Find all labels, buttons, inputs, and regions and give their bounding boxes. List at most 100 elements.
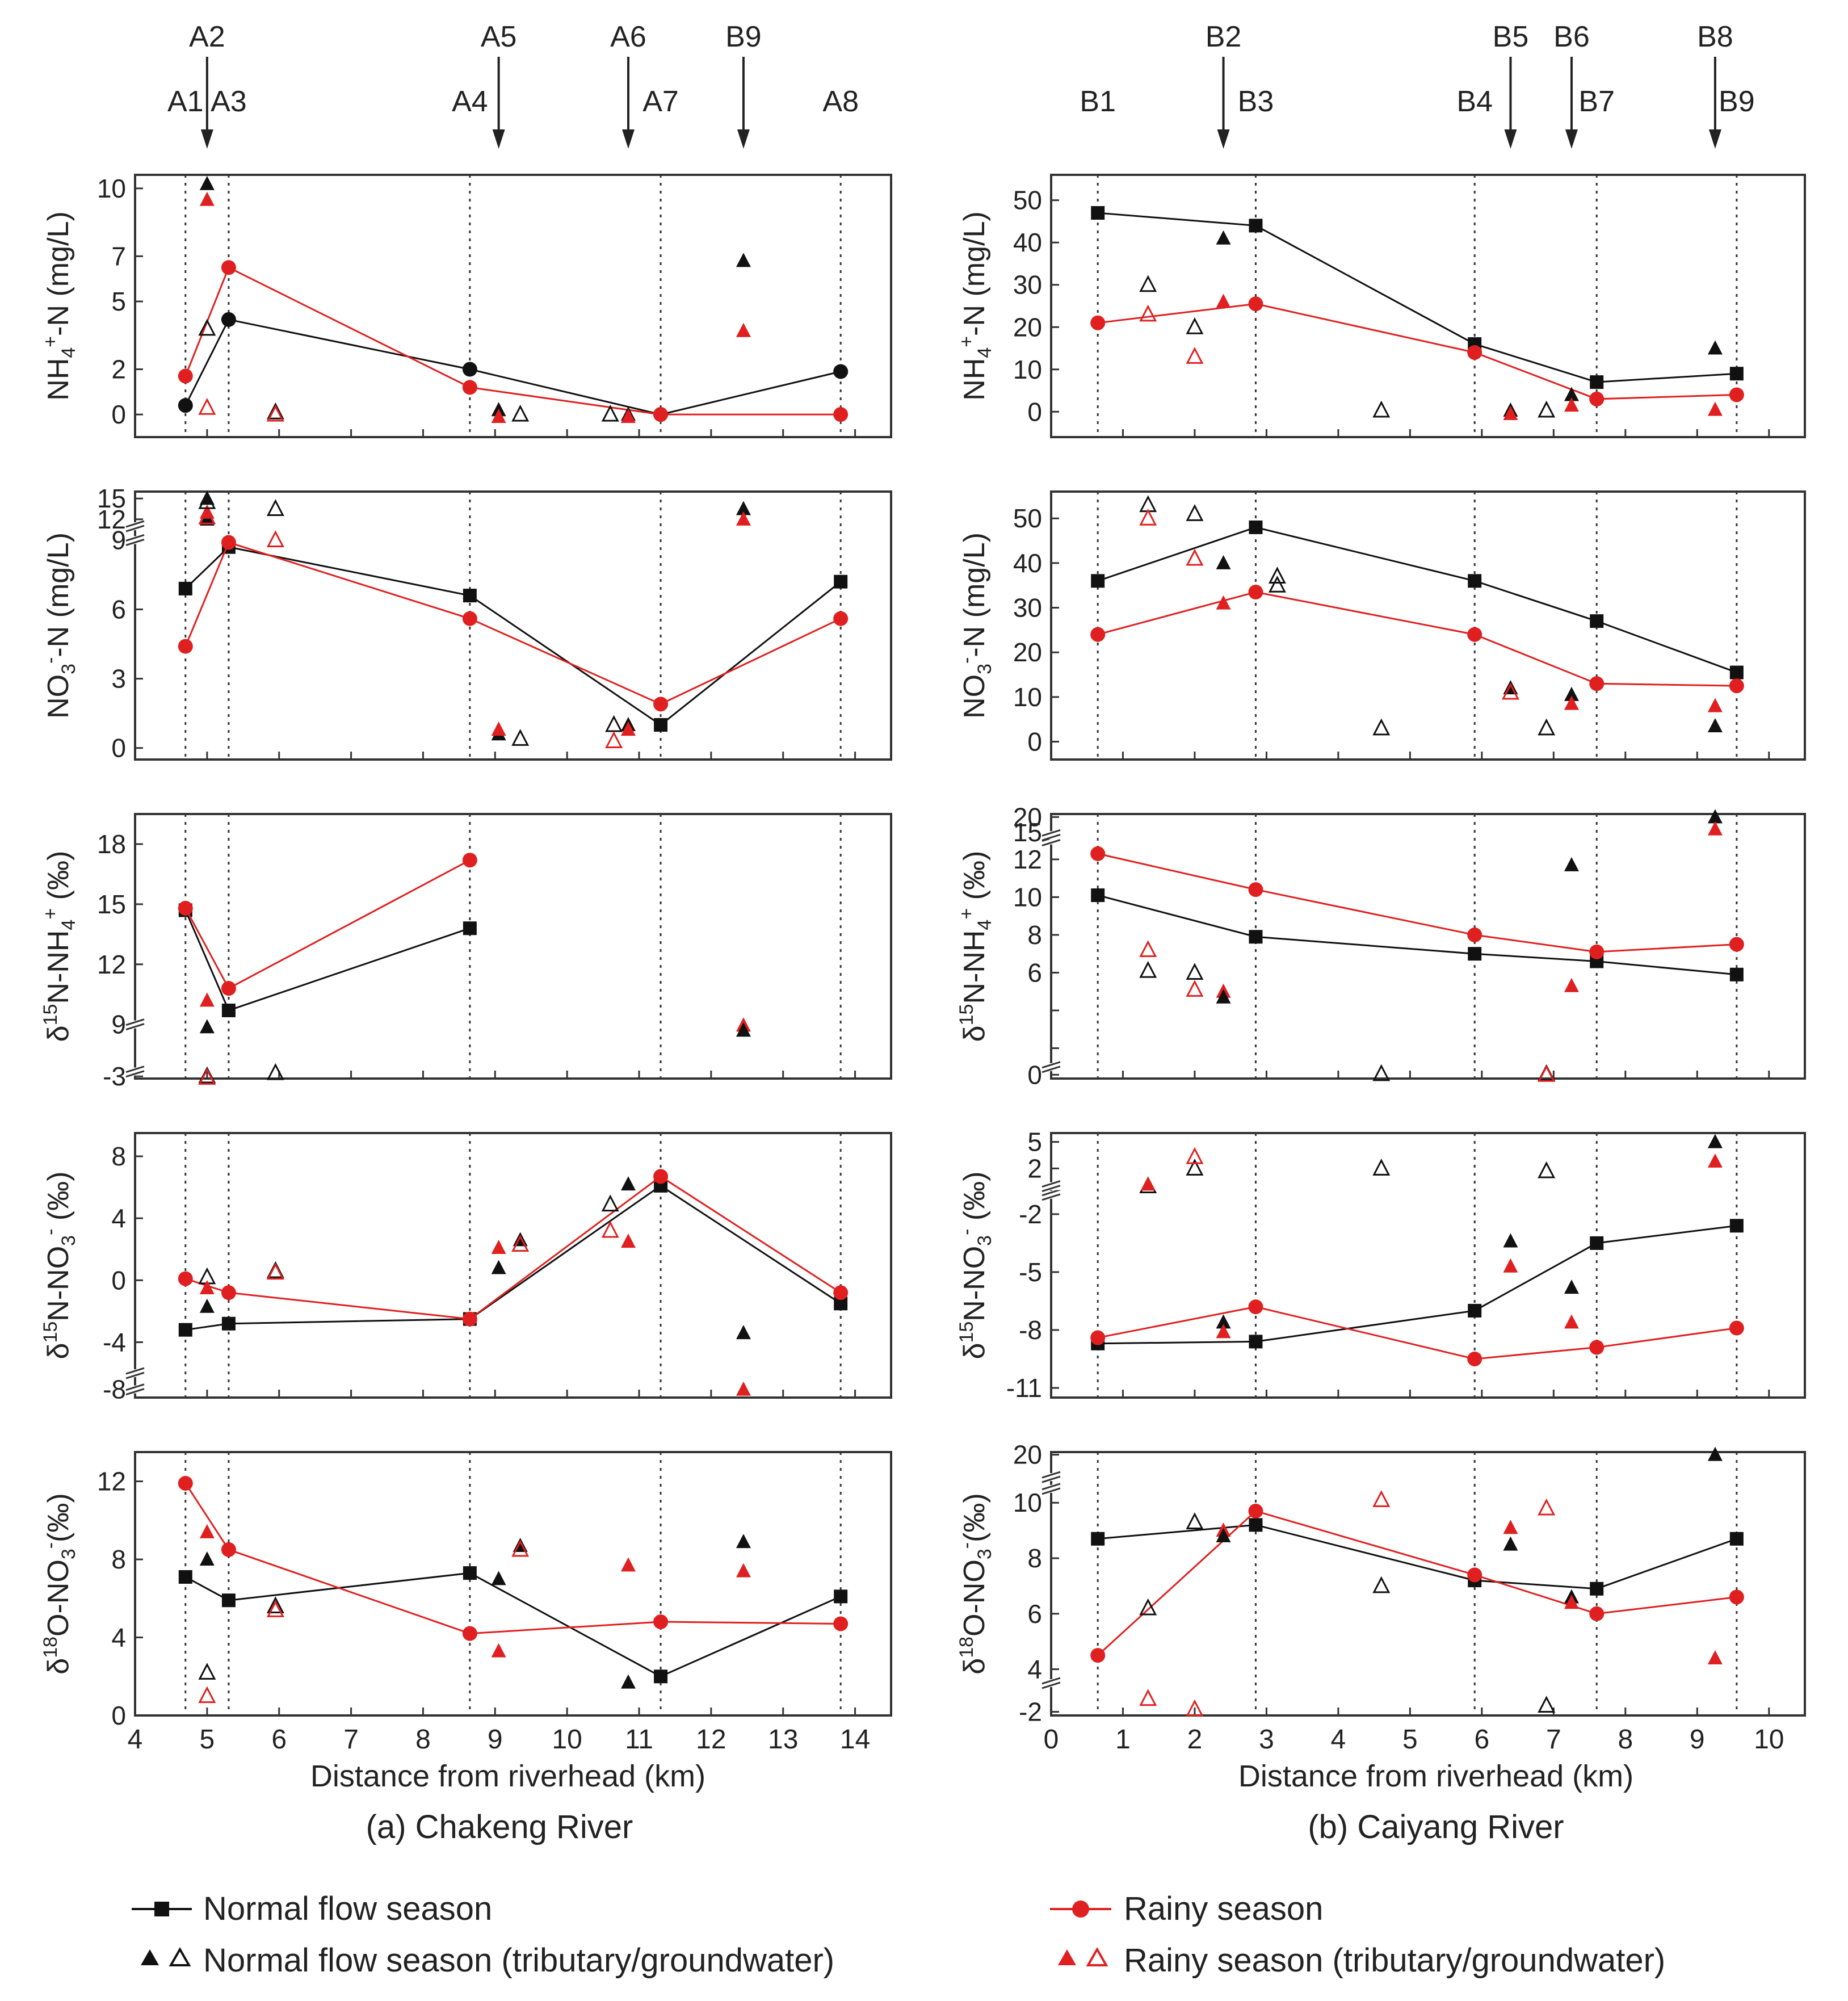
trib-point-rainy-filled	[1564, 978, 1579, 992]
point-normal	[1729, 665, 1744, 679]
x-axis-label-a: Distance from riverhead (km)	[310, 1759, 705, 1793]
y-axis-label: δ15N-NH4+ (‰)	[40, 851, 79, 1042]
trib-point-normal-open	[1372, 1576, 1391, 1593]
trib-point-normal-open	[601, 404, 619, 422]
x-tick-label: 10	[1754, 1725, 1784, 1755]
y-tick-label: 30	[1013, 270, 1042, 300]
x-tick-label: 7	[1546, 1725, 1561, 1755]
point-rainy	[462, 1626, 477, 1641]
series-line-rainy	[184, 1483, 841, 1635]
point-rainy	[178, 639, 193, 654]
panel-a4: -8 -4 0 4 8 δ15N-NO3- (‰)	[40, 1132, 892, 1404]
point-normal	[1468, 1303, 1482, 1318]
series-line-normal	[1098, 212, 1737, 383]
site-label-B4: B4	[1456, 85, 1493, 118]
panel-a3: -3 9 12 15 18 δ15N-NH4+ (‰)	[40, 813, 892, 1091]
y-tick-label: 2	[1027, 1153, 1042, 1183]
point-rainy	[1729, 678, 1744, 694]
y-tick-label: 4	[111, 1623, 126, 1652]
series-rainy	[1090, 846, 1744, 959]
trib-point-rainy-filled	[199, 1280, 215, 1294]
trib-point-rainy-open	[1501, 682, 1519, 700]
trib-point-rainy-open	[1139, 508, 1157, 526]
point-normal	[833, 364, 849, 379]
site-label-A4: A4	[452, 85, 488, 118]
x-tick-label: 4	[128, 1725, 143, 1755]
site-label-A1: A1	[167, 85, 204, 118]
trib-point-rainy-open	[198, 397, 216, 415]
trib-point-normal-filled	[199, 175, 215, 190]
site-arrow	[737, 57, 750, 149]
legend-rainy-label: Rainy season	[1124, 1890, 1323, 1927]
trib-point-normal-filled	[620, 1176, 636, 1191]
caption-a: (a) Chakeng River	[366, 1809, 633, 1845]
series-normal	[178, 540, 848, 732]
axis-break	[125, 520, 145, 532]
y-tick-label: 50	[1013, 186, 1042, 215]
y-tick-label: 0	[1027, 727, 1042, 757]
panel-captions: (a) Chakeng River (b) Caiyang River	[366, 1809, 1564, 1845]
y-tick-label: 10	[97, 174, 126, 203]
trib-point-normal-open	[198, 1663, 216, 1680]
y-tick-label: -5	[1019, 1257, 1042, 1287]
trib-point-normal-open	[266, 402, 284, 420]
y-tick-label: 6	[1027, 1599, 1042, 1629]
site-label-B5: B5	[1493, 20, 1529, 53]
y-tick-label: -4	[103, 1328, 126, 1357]
series-normal	[1091, 888, 1744, 981]
site-arrow	[621, 57, 635, 149]
y-axis-label: NH4+-N (mg/L)	[956, 211, 996, 400]
x-tick-label: 12	[696, 1725, 726, 1755]
trib-point-normal-filled	[1216, 1528, 1231, 1542]
y-tick-label: 12	[1013, 845, 1042, 874]
y-tick-label: 20	[1013, 312, 1042, 342]
y-tick-label: 3	[111, 664, 126, 694]
site-label-B8: B8	[1697, 20, 1733, 53]
trib-point-normal-filled	[1564, 1280, 1579, 1294]
site-arrow	[492, 57, 505, 149]
y-axis-label: δ15N-NH4+ (‰)	[956, 851, 996, 1042]
trib-point-rainy-filled	[1707, 1650, 1723, 1664]
panel-b4: -11 -8 -5 -2 25 δ15N-NO3- (‰)	[956, 1127, 1806, 1403]
trib-point-rainy-filled	[620, 721, 636, 736]
y-tick-label: 8	[111, 1142, 126, 1171]
point-rainy	[1467, 1567, 1482, 1583]
series-line-rainy	[1097, 591, 1737, 687]
series-line-normal	[185, 1185, 842, 1331]
plot-frame	[134, 1451, 892, 1717]
site-label-A7: A7	[642, 85, 679, 118]
trib-point-normal-filled	[1503, 1536, 1518, 1551]
trib-point-rainy-open	[198, 1686, 216, 1704]
trib-point-rainy-filled	[491, 1240, 506, 1255]
point-rainy	[653, 1169, 669, 1184]
series-normal	[1091, 206, 1744, 389]
legend-rainy-trib-label: Rainy season (tributary/groundwater)	[1124, 1942, 1665, 1979]
trib-point-rainy-filled	[736, 1563, 751, 1578]
trib-point-normal-open	[266, 1596, 284, 1614]
point-rainy	[653, 697, 669, 712]
point-rainy	[221, 1542, 236, 1557]
point-normal	[1091, 206, 1105, 220]
x-tick-label: 14	[840, 1725, 870, 1755]
point-normal	[1249, 219, 1263, 233]
series-line-rainy	[185, 1175, 842, 1320]
point-rainy	[1589, 391, 1605, 406]
trib-point-normal-open	[1139, 960, 1157, 978]
trib-point-rainy-open	[1186, 1699, 1204, 1717]
site-label-A2: A2	[189, 20, 225, 53]
x-tick-label: 0	[1044, 1725, 1059, 1755]
trib-point-rainy-filled	[491, 1643, 506, 1658]
trib-point-normal-filled	[199, 1551, 215, 1566]
point-rainy	[1248, 882, 1263, 897]
site-arrow	[1565, 57, 1578, 149]
series-line-rainy	[1097, 853, 1737, 953]
site-label-A6: A6	[610, 20, 646, 53]
trib-point-normal-open	[1268, 575, 1286, 593]
y-tick-label: -2	[1019, 1199, 1042, 1229]
trib-point-normal-filled	[1564, 686, 1579, 701]
x-axis-titles: Distance from riverhead (km) Distance fr…	[310, 1759, 1633, 1793]
point-normal	[1468, 947, 1482, 961]
